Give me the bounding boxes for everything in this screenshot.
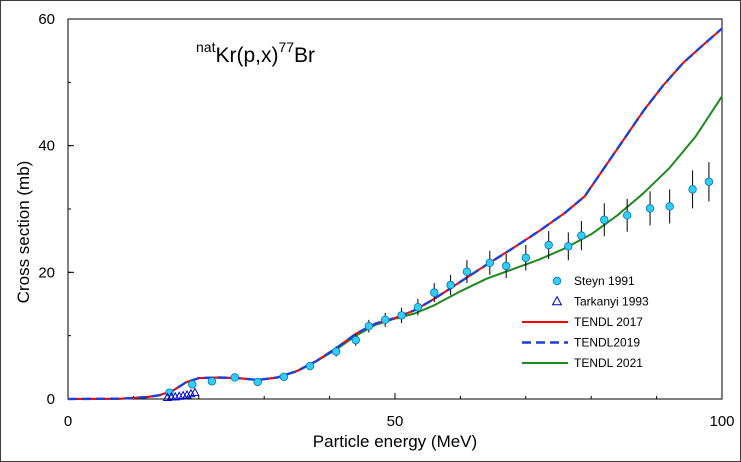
legend-label-tendl-2017: TENDL 2017 — [574, 315, 643, 329]
data-point-tarkanyi-1993 — [190, 387, 200, 396]
y-tick-label: 20 — [38, 264, 55, 281]
data-point-steyn-1991 — [430, 288, 439, 297]
data-point-steyn-1991 — [380, 315, 390, 325]
x-tick-label: 0 — [64, 413, 72, 430]
data-point-steyn-1991 — [351, 335, 360, 345]
y-tick-label: 40 — [38, 138, 55, 155]
data-point-tarkanyi-1993 — [182, 389, 192, 399]
legend-label-tendl-2021: TENDL 2021 — [574, 356, 643, 370]
data-point-steyn-1991 — [564, 242, 573, 251]
data-point-steyn-1991 — [305, 361, 315, 371]
data-point-steyn-1991 — [501, 261, 511, 271]
legend-label-tarkanyi-1993: Tarkanyi 1993 — [574, 295, 649, 309]
legend-marker-tarkanyi-1993 — [551, 295, 563, 306]
data-point-steyn-1991 — [688, 185, 697, 194]
data-point-steyn-1991 — [485, 258, 495, 268]
data-point-steyn-1991 — [645, 204, 655, 213]
legend-label-steyn-1991: Steyn 1991 — [574, 274, 635, 288]
legend-marker-steyn-1991 — [552, 276, 562, 286]
data-point-steyn-1991 — [207, 377, 217, 386]
series-line-tendl-2021 — [67, 95, 723, 400]
data-point-steyn-1991 — [577, 231, 586, 240]
x-tick-label: 50 — [387, 413, 404, 430]
data-point-tarkanyi-1993 — [186, 388, 196, 398]
data-point-steyn-1991 — [462, 267, 472, 276]
chart-title-sup1: nat — [196, 39, 216, 55]
y-tick-label: 60 — [38, 11, 55, 28]
data-point-steyn-1991 — [704, 177, 714, 186]
data-point-steyn-1991 — [665, 202, 674, 211]
legend-label-tendl2019: TENDL2019 — [574, 336, 640, 350]
y-axis-label: Cross section (mb) — [14, 161, 33, 304]
data-point-steyn-1991 — [397, 311, 406, 320]
data-point-steyn-1991 — [413, 302, 423, 312]
x-tick-label: 100 — [709, 413, 734, 430]
legend: Steyn 1991 Tarkanyi 1993 TENDL 2017 TENDL20… — [522, 274, 649, 370]
data-point-steyn-1991 — [188, 380, 197, 389]
data-point-steyn-1991 — [544, 240, 553, 250]
data-point-steyn-1991 — [253, 377, 262, 387]
chart-title: natKr(p,x)77Br — [196, 39, 315, 67]
data-point-steyn-1991 — [364, 321, 374, 331]
data-point-steyn-1991 — [600, 215, 609, 224]
series — [67, 27, 723, 402]
x-axis-label: Particle energy (MeV) — [313, 432, 477, 451]
chart-title-sup2: 77 — [278, 39, 294, 55]
data-point-steyn-1991 — [622, 211, 632, 220]
data-point-steyn-1991 — [521, 253, 530, 262]
y-tick-label: 0 — [47, 391, 55, 408]
data-point-steyn-1991 — [230, 373, 239, 382]
data-point-steyn-1991 — [279, 372, 289, 382]
chart-title-main: Kr(p,x) — [215, 44, 278, 67]
chart-title-end: Br — [294, 44, 315, 67]
data-point-steyn-1991 — [331, 347, 341, 356]
data-point-steyn-1991 — [446, 280, 455, 290]
